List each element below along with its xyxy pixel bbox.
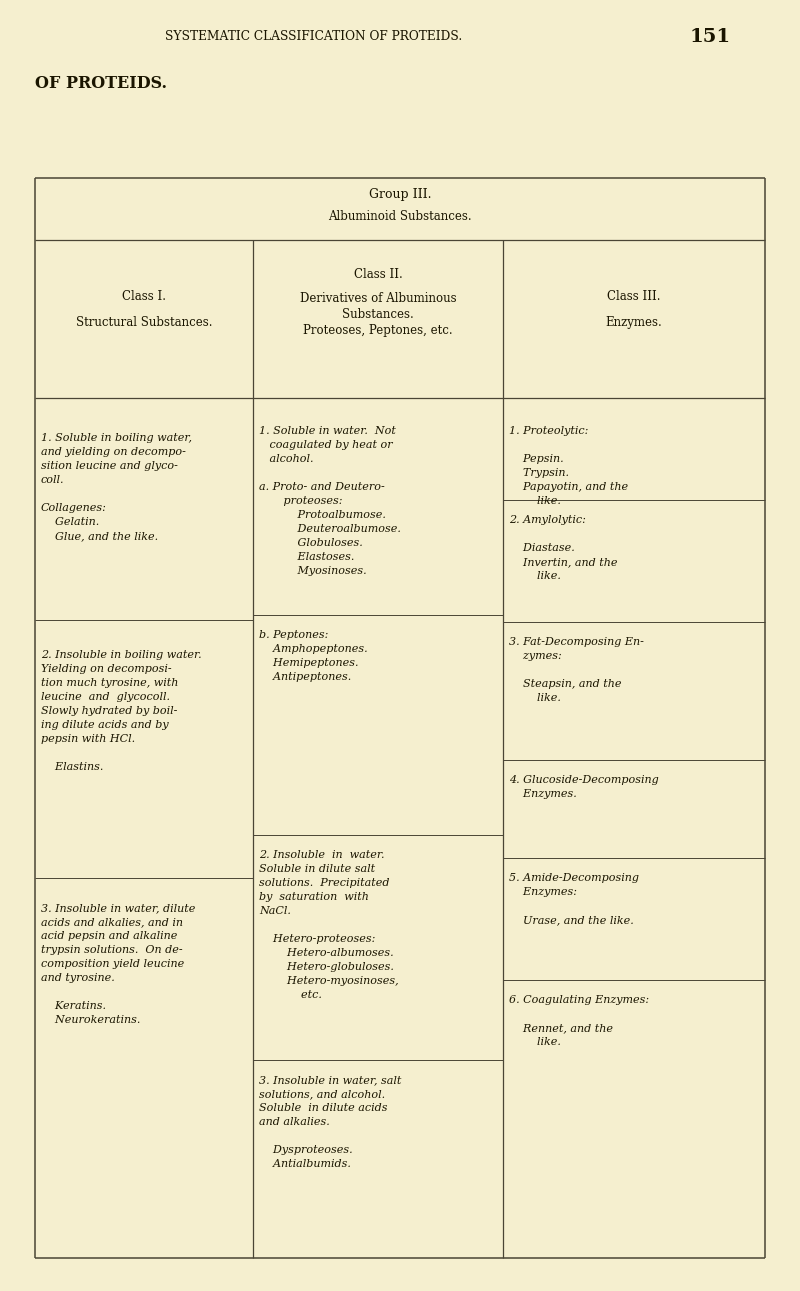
Text: 5. Amide-Decomposing
    Enzymes:

    Urase, and the like.: 5. Amide-Decomposing Enzymes: Urase, and… — [509, 873, 639, 924]
Text: Albuminoid Substances.: Albuminoid Substances. — [328, 210, 472, 223]
Text: 2. Amylolytic:

    Diastase.
    Invertin, and the
        like.: 2. Amylolytic: Diastase. Invertin, and t… — [509, 515, 618, 581]
Text: Class I.: Class I. — [122, 290, 166, 303]
Text: Group III.: Group III. — [369, 188, 431, 201]
Text: Structural Substances.: Structural Substances. — [76, 316, 212, 329]
Text: SYSTEMATIC CLASSIFICATION OF PROTEIDS.: SYSTEMATIC CLASSIFICATION OF PROTEIDS. — [165, 30, 462, 43]
Text: 4. Glucoside-Decomposing
    Enzymes.: 4. Glucoside-Decomposing Enzymes. — [509, 775, 658, 799]
Text: 1. Soluble in boiling water,
and yielding on decompo-
sition leucine and glyco-
: 1. Soluble in boiling water, and yieldin… — [41, 432, 192, 541]
Text: 6. Coagulating Enzymes:

    Rennet, and the
        like.: 6. Coagulating Enzymes: Rennet, and the … — [509, 995, 649, 1047]
Text: 3. Insoluble in water, dilute
acids and alkalies, and in
acid pepsin and alkalin: 3. Insoluble in water, dilute acids and … — [41, 902, 195, 1025]
Text: 2. Insoluble in boiling water.
Yielding on decomposi-
tion much tyrosine, with
l: 2. Insoluble in boiling water. Yielding … — [41, 649, 202, 772]
Text: Substances.: Substances. — [342, 309, 414, 321]
Text: 3. Fat-Decomposing En-
    zymes:

    Steapsin, and the
        like.: 3. Fat-Decomposing En- zymes: Steapsin, … — [509, 636, 644, 704]
Text: Class II.: Class II. — [354, 269, 402, 281]
Text: b. Peptones:
    Amphopeptones.
    Hemipeptones.
    Antipeptones.: b. Peptones: Amphopeptones. Hemipeptones… — [259, 630, 368, 682]
Text: 3. Insoluble in water, salt
solutions, and alcohol.
Soluble  in dilute acids
and: 3. Insoluble in water, salt solutions, a… — [259, 1075, 402, 1168]
Text: OF PROTEIDS.: OF PROTEIDS. — [35, 75, 167, 92]
Text: Derivatives of Albuminous: Derivatives of Albuminous — [300, 292, 456, 305]
Text: 1. Soluble in water.  Not
   coagulated by heat or
   alcohol.

a. Proto- and De: 1. Soluble in water. Not coagulated by h… — [259, 426, 401, 576]
Text: 2. Insoluble  in  water.
Soluble in dilute salt
solutions.  Precipitated
by  sat: 2. Insoluble in water. Soluble in dilute… — [259, 849, 398, 1001]
Text: Class III.: Class III. — [607, 290, 661, 303]
Text: 1. Proteolytic:

    Pepsin.
    Trypsin.
    Papayotin, and the
        like.: 1. Proteolytic: Pepsin. Trypsin. Papayot… — [509, 426, 628, 506]
Text: 151: 151 — [690, 28, 731, 46]
Text: Enzymes.: Enzymes. — [606, 316, 662, 329]
Text: Proteoses, Peptones, etc.: Proteoses, Peptones, etc. — [303, 324, 453, 337]
